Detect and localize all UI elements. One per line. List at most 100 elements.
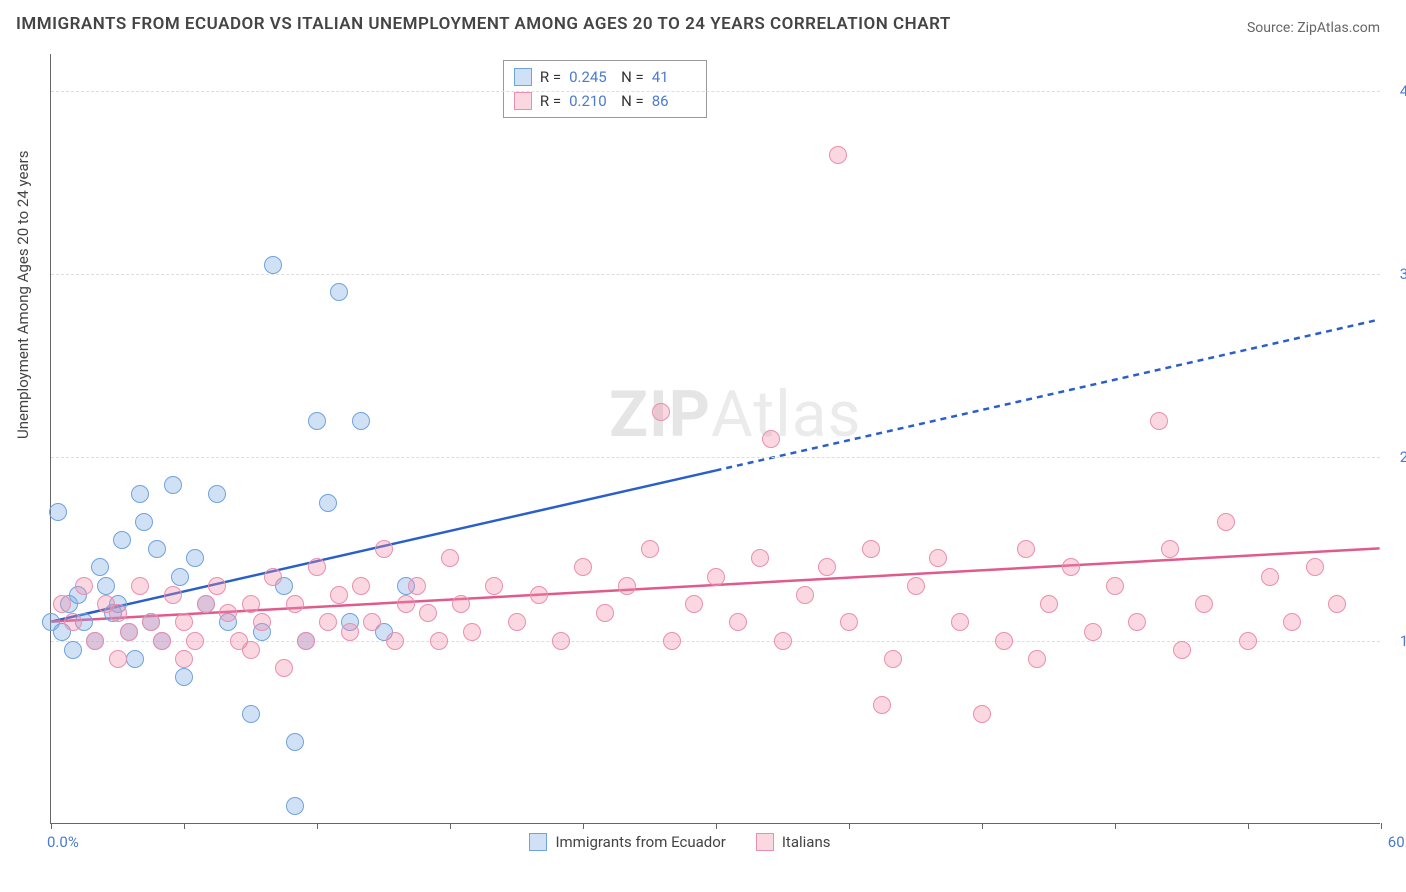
data-point-italians (829, 146, 847, 164)
data-point-italians (1173, 641, 1191, 659)
data-point-italians (175, 613, 193, 631)
data-point-ecuador (131, 485, 149, 503)
data-point-ecuador (148, 540, 166, 558)
y-tick-label: 20.0% (1400, 448, 1406, 466)
data-point-italians (973, 705, 991, 723)
data-point-italians (1106, 577, 1124, 595)
data-point-italians (242, 641, 260, 659)
data-point-ecuador (53, 623, 71, 641)
data-point-italians (596, 604, 614, 622)
data-point-italians (873, 696, 891, 714)
data-point-italians (352, 577, 370, 595)
data-point-ecuador (242, 705, 260, 723)
data-point-italians (208, 577, 226, 595)
data-point-italians (131, 577, 149, 595)
data-point-ecuador (208, 485, 226, 503)
data-point-italians (1017, 540, 1035, 558)
legend-item-italians: Italians (756, 833, 831, 851)
swatch-italians (514, 92, 532, 110)
legend-label-italians: Italians (782, 833, 831, 851)
data-point-italians (142, 613, 160, 631)
data-point-ecuador (104, 604, 122, 622)
data-point-ecuador (286, 733, 304, 751)
data-point-ecuador (375, 623, 393, 641)
data-point-italians (330, 586, 348, 604)
data-point-ecuador (253, 623, 271, 641)
y-tick-label: 10.0% (1400, 632, 1406, 650)
x-tick (849, 823, 850, 829)
data-point-italians (264, 568, 282, 586)
data-point-italians (1161, 540, 1179, 558)
data-point-italians (164, 586, 182, 604)
data-point-ecuador (135, 513, 153, 531)
swatch-ecuador (514, 68, 532, 86)
data-point-ecuador (75, 613, 93, 631)
trend-solid-ecuador (51, 471, 715, 622)
x-tick (1115, 823, 1116, 829)
data-point-italians (762, 430, 780, 448)
x-tick (1248, 823, 1249, 829)
data-point-italians (530, 586, 548, 604)
x-min-label: 0.0% (47, 833, 79, 851)
chart-title: IMMIGRANTS FROM ECUADOR VS ITALIAN UNEMP… (16, 14, 951, 34)
legend-stats-box: R = 0.245N = 41R = 0.210N = 86 (503, 60, 707, 118)
data-point-italians (1261, 568, 1279, 586)
data-point-ecuador (120, 623, 138, 641)
data-point-italians (685, 595, 703, 613)
data-point-italians (286, 595, 304, 613)
data-point-ecuador (69, 586, 87, 604)
data-point-italians (408, 577, 426, 595)
x-tick (583, 823, 584, 829)
data-point-ecuador (275, 577, 293, 595)
data-point-italians (862, 540, 880, 558)
gridline (51, 91, 1380, 92)
legend-item-ecuador: Immigrants from Ecuador (529, 833, 725, 851)
data-point-italians (97, 595, 115, 613)
data-point-ecuador (60, 595, 78, 613)
data-point-italians (463, 623, 481, 641)
trend-solid-italians (51, 548, 1379, 621)
data-point-italians (508, 613, 526, 631)
gridline (51, 274, 1380, 275)
data-point-italians (707, 568, 725, 586)
data-point-italians (1150, 412, 1168, 430)
gridline (51, 457, 1380, 458)
data-point-italians (1217, 513, 1235, 531)
data-point-ecuador (109, 595, 127, 613)
data-point-italians (397, 595, 415, 613)
swatch-italians (756, 833, 774, 851)
source-label: Source: ZipAtlas.com (1247, 20, 1380, 36)
data-point-italians (363, 613, 381, 631)
watermark: ZIPAtlas (609, 377, 861, 452)
data-point-italians (652, 403, 670, 421)
legend-stats-row-italians: R = 0.210N = 86 (514, 89, 696, 113)
data-point-ecuador (113, 531, 131, 549)
data-point-ecuador (286, 797, 304, 815)
data-point-ecuador (264, 256, 282, 274)
data-point-italians (1040, 595, 1058, 613)
data-point-italians (1084, 623, 1102, 641)
y-tick-label: 30.0% (1400, 265, 1406, 283)
data-point-italians (818, 558, 836, 576)
data-point-ecuador (341, 613, 359, 631)
data-point-italians (242, 595, 260, 613)
data-point-italians (641, 540, 659, 558)
data-point-italians (1195, 595, 1213, 613)
x-tick (716, 823, 717, 829)
data-point-ecuador (91, 558, 109, 576)
x-max-label: 60.0% (1388, 833, 1406, 851)
data-point-italians (219, 604, 237, 622)
data-point-ecuador (142, 613, 160, 631)
data-point-italians (419, 604, 437, 622)
data-point-ecuador (186, 549, 204, 567)
data-point-italians (375, 540, 393, 558)
data-point-italians (1062, 558, 1080, 576)
legend-stats-row-ecuador: R = 0.245N = 41 (514, 65, 696, 89)
data-point-italians (951, 613, 969, 631)
data-point-italians (441, 549, 459, 567)
legend-bottom: Immigrants from Ecuador Italians (529, 833, 830, 851)
trend-dash-ecuador (716, 319, 1380, 470)
data-point-italians (574, 558, 592, 576)
swatch-ecuador (529, 833, 547, 851)
data-point-ecuador (397, 577, 415, 595)
